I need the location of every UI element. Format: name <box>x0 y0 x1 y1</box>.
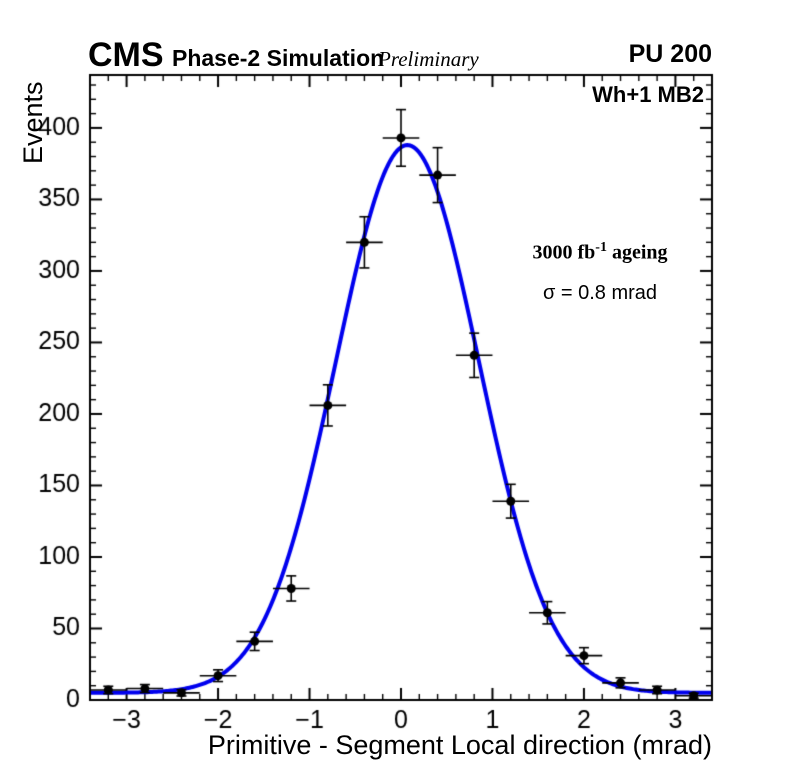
preliminary-label: Preliminary <box>378 47 479 71</box>
sigma-annotation: σ = 0.8 mrad <box>542 282 658 304</box>
experiment-label: CMS <box>88 36 164 74</box>
simulation-label: Phase-2 Simulation <box>172 45 385 71</box>
pileup-label: PU 200 <box>628 40 712 68</box>
luminosity-exponent: -1 <box>595 240 607 255</box>
luminosity-suffix: ageing <box>606 241 668 264</box>
luminosity-prefix: 3000 fb <box>532 241 596 264</box>
luminosity-annotation: 3000 fb-1 ageing <box>532 240 667 265</box>
chamber-label: Wh+1 MB2 <box>592 82 704 107</box>
x-axis-title: Primitive - Segment Local direction (mra… <box>207 730 712 760</box>
y-axis-title: Events <box>18 81 48 164</box>
